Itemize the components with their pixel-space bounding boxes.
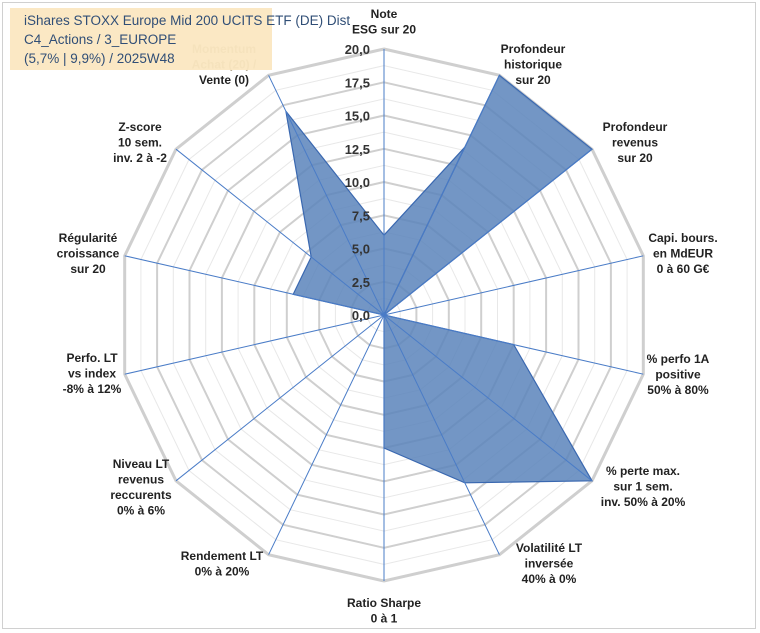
radar-spoke — [124, 314, 385, 375]
radar-spoke — [175, 148, 385, 316]
radar-tick-label: 15,0 — [345, 109, 370, 124]
radar-category-label: % perte max. — [606, 464, 680, 478]
radar-category-label: revenus — [118, 473, 164, 487]
radar-spokes — [124, 49, 644, 581]
radar-category-label: inv. 50% à 20% — [601, 495, 686, 509]
radar-category-label: positive — [655, 368, 701, 382]
radar-category-label: Note — [371, 7, 398, 21]
radar-category-label: Rendement LT — [181, 549, 264, 563]
chart-title-line-1: iShares STOXX Europe Mid 200 UCITS ETF (… — [24, 13, 351, 28]
radar-spoke — [383, 314, 644, 375]
radar-category-label: 0% à 20% — [195, 565, 250, 579]
radar-category-label: inversée — [525, 557, 574, 571]
radar-category-label: sur 1 sem. — [613, 480, 672, 494]
radar-tick-label: 5,0 — [352, 242, 370, 257]
radar-tick-label: 10,0 — [345, 175, 370, 190]
radar-tick-label: 7,5 — [352, 208, 370, 223]
radar-category-label: inv. 2 à -2 — [113, 151, 167, 165]
radar-category-label: 40% à 0% — [522, 572, 577, 586]
radar-category-label: 10 sem. — [118, 136, 162, 150]
radar-spoke — [124, 255, 385, 316]
radar-category-label: sur 20 — [515, 73, 551, 87]
radar-category-label: Profondeur — [501, 42, 566, 56]
radar-category-label: revenus — [612, 136, 658, 150]
radar-tick-labels: 0,0 2,5 5,0 7,5 10,0 12,5 15,0 17,5 20,0 — [345, 42, 370, 323]
radar-category-label: Ratio Sharpe — [347, 596, 421, 610]
radar-category-label: reccurents — [110, 488, 172, 502]
radar-category-label: 0% à 6% — [117, 504, 165, 518]
radar-category-label: Volatilité LT — [516, 541, 583, 555]
radar-tick-label: 12,5 — [345, 142, 370, 157]
radar-spoke — [383, 148, 593, 316]
radar-tick-label: 20,0 — [345, 42, 370, 57]
radar-category-label: Régularité — [59, 231, 118, 245]
radar-category-label: Vente (0) — [199, 73, 249, 87]
radar-category-label: -8% à 12% — [63, 382, 122, 396]
chart-title-line-2: C4_Actions / 3_EUROPE — [24, 32, 177, 47]
radar-category-label: sur 20 — [70, 262, 106, 276]
radar-spoke — [383, 255, 644, 316]
radar-tick-label: 0,0 — [352, 308, 370, 323]
radar-spoke — [268, 314, 385, 555]
radar-category-label: croissance — [57, 247, 120, 261]
radar-category-label: vs index — [68, 367, 116, 381]
radar-category-label: sur 20 — [617, 151, 653, 165]
radar-spoke — [268, 75, 385, 316]
radar-category-label: Profondeur — [603, 120, 668, 134]
chart-title-line-3: (5,7% | 9,9%) / 2025W48 — [24, 51, 175, 66]
radar-tick-label: 2,5 — [352, 275, 370, 290]
radar-category-label: 0 à 1 — [371, 612, 398, 626]
radar-spoke — [383, 314, 593, 482]
radar-category-label: Perfo. LT — [66, 351, 118, 365]
radar-spoke — [383, 75, 500, 316]
radar-category-label: 0 à 60 G€ — [657, 262, 710, 276]
chart-title-box: iShares STOXX Europe Mid 200 UCITS ETF (… — [10, 8, 350, 70]
radar-category-label: Capi. bours. — [648, 231, 717, 245]
radar-category-label: 50% à 80% — [647, 383, 709, 397]
radar-tick-label: 17,5 — [345, 75, 370, 90]
radar-category-label: % perfo 1A — [647, 352, 710, 366]
radar-spoke — [175, 314, 385, 482]
radar-category-label: ESG sur 20 — [352, 23, 416, 37]
radar-category-label: Z-score — [118, 120, 162, 134]
radar-category-label: en MdEUR — [653, 247, 713, 261]
radar-category-label: historique — [504, 58, 562, 72]
radar-spoke — [383, 314, 500, 555]
radar-category-label: Niveau LT — [113, 457, 170, 471]
